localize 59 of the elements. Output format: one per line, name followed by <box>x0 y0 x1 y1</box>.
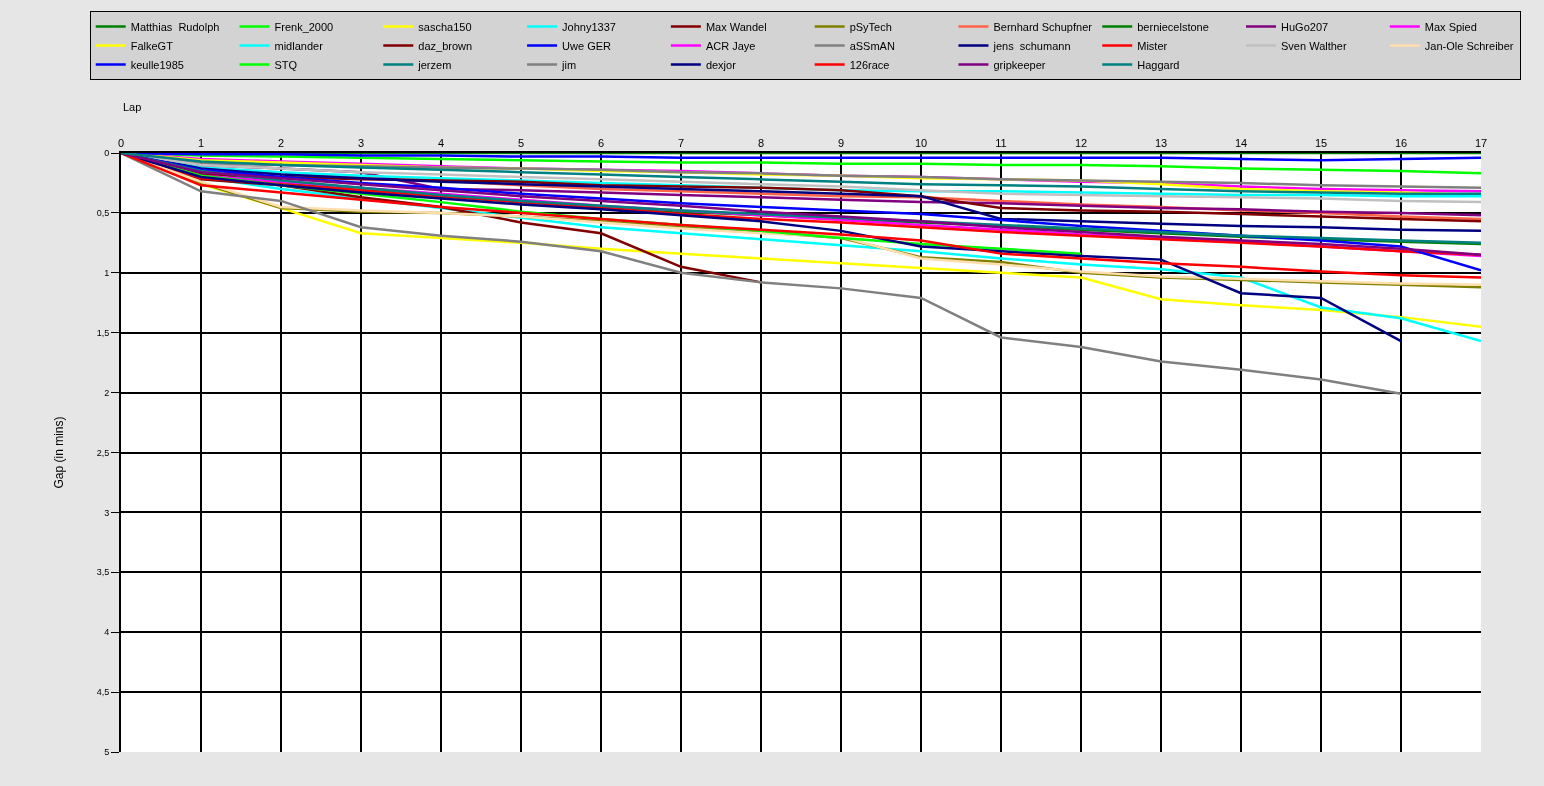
x-tick-label: 1 <box>197 136 205 149</box>
y-tick-label: 2,5 <box>96 447 110 458</box>
legend-label: Frenk_2000 <box>274 20 334 33</box>
y-tick-label: 4 <box>104 627 110 638</box>
legend-label: midlander <box>274 39 324 52</box>
y-tick-label: 0,5 <box>96 208 110 219</box>
y-tick-label: 3,5 <box>96 567 110 578</box>
x-tick-label: 6 <box>597 136 605 149</box>
legend-label: Johny1337 <box>562 20 616 33</box>
x-tick-label: 7 <box>677 136 685 149</box>
x-tick-label: 13 <box>1154 136 1168 149</box>
legend-label: ACR Jaye <box>705 39 756 52</box>
x-tick-label: 10 <box>914 136 928 149</box>
y-tick-label: 5 <box>104 747 110 758</box>
x-tick-label: 8 <box>757 136 765 149</box>
x-tick-label: 9 <box>837 136 845 149</box>
legend-label: pSyTech <box>849 20 892 33</box>
legend-label: jerzem <box>417 58 452 71</box>
legend-label: keulle1985 <box>130 58 184 71</box>
legend-label: Matthias Rudolph <box>130 20 220 33</box>
y-axis-title: Gap (in mins) <box>52 416 67 489</box>
x-tick-label: 5 <box>517 136 525 149</box>
legend-label: 126race <box>849 58 890 71</box>
legend-label: STQ <box>274 58 298 71</box>
x-tick-label: 4 <box>437 136 445 149</box>
x-tick-label: 2 <box>277 136 285 149</box>
y-tick-label: 3 <box>104 507 110 518</box>
legend-label: dexjor <box>705 58 737 71</box>
x-axis-title: Lap <box>123 101 142 113</box>
y-tick-label: 0 <box>104 148 110 159</box>
legend-label: jim <box>561 58 577 71</box>
legend-label: sascha150 <box>418 20 472 33</box>
legend-label: Haggard <box>1137 58 1180 71</box>
x-tick-label: 15 <box>1314 136 1328 149</box>
x-tick-label: 0 <box>117 136 125 149</box>
x-tick-label: 11 <box>995 136 1007 149</box>
legend-label: Uwe GER <box>562 39 612 52</box>
x-tick-label: 14 <box>1234 136 1248 149</box>
legend-label: daz_brown <box>418 39 473 52</box>
legend-label: FalkeGT <box>130 39 174 52</box>
legend-label: gripkeeper <box>993 58 1046 71</box>
x-tick-label: 3 <box>357 136 365 149</box>
x-tick-label: 16 <box>1394 136 1408 149</box>
legend-label: aSSmAN <box>849 39 895 52</box>
x-tick-label: 12 <box>1074 136 1088 149</box>
legend-label: Sven Walther <box>1281 39 1347 52</box>
legend-label: berniecelstone <box>1137 20 1209 33</box>
y-tick-label: 4,5 <box>96 687 110 698</box>
y-tick-label: 1,5 <box>96 327 110 338</box>
legend-label: jens schumann <box>992 39 1071 52</box>
legend-label: Max Spied <box>1424 20 1477 33</box>
x-tick-label: 17 <box>1474 136 1488 149</box>
y-tick-label: 2 <box>104 387 110 398</box>
legend-label: Bernhard Schupfner <box>993 20 1093 33</box>
legend-label: HuGo207 <box>1281 20 1329 33</box>
legend-label: Mister <box>1137 39 1168 52</box>
y-tick-label: 1 <box>104 267 110 278</box>
legend-label: Jan-Ole Schreiber <box>1424 39 1514 52</box>
legend-label: Max Wandel <box>705 20 767 33</box>
